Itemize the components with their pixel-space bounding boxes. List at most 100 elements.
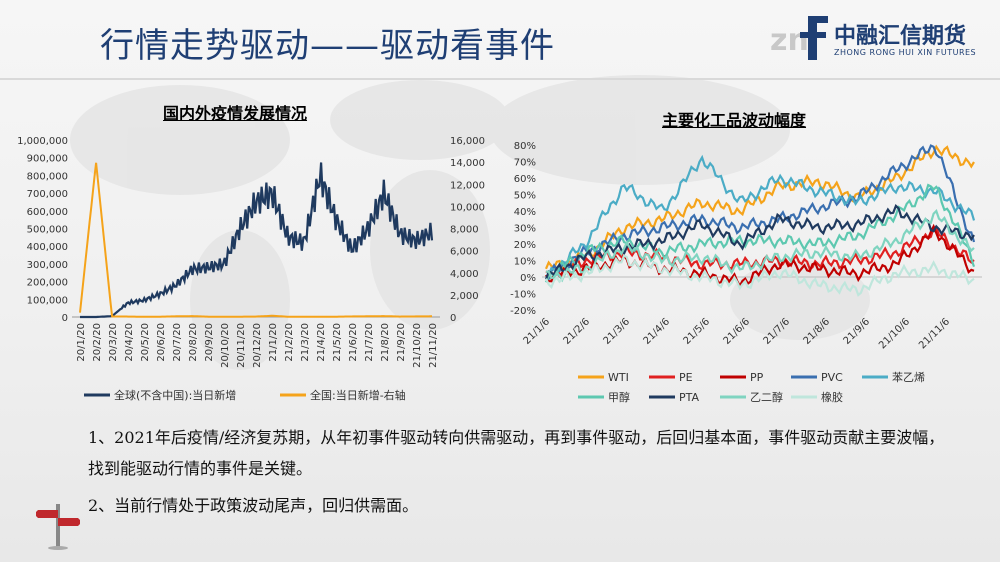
chart1-x-tick: 20/11/20: [236, 323, 247, 368]
chart1-y-left-tick: 200,000: [27, 278, 68, 289]
chart1-y-right-tick: 16,000: [450, 136, 485, 147]
chart2-x-tick: 21/7/6: [762, 316, 793, 347]
chart2-y-tick: -10%: [510, 290, 536, 301]
paragraph-2: 2、当前行情处于政策波动尾声，回归供需面。: [88, 496, 419, 515]
chart2-series-line-7: [545, 208, 975, 283]
company-logo: zn 中融汇信期货 ZHONG RONG HUI XIN FUTURES: [770, 10, 990, 70]
chart2-x-tick: 21/4/6: [642, 316, 673, 347]
chart1-x-tick: 21/8/20: [380, 323, 391, 362]
chart1-title: 国内外疫情发展情况: [163, 104, 308, 123]
chart1-y-right-tick: 10,000: [450, 202, 485, 213]
header: 行情走势驱动——驱动看事件 zn 中融汇信期货 ZHONG RONG HUI X…: [0, 0, 1000, 80]
chart2-y-tick: 50%: [514, 191, 536, 202]
chart1-x-tick: 21/1/20: [268, 323, 279, 362]
paragraph-1: 1、2021年后疫情/经济复苏期，从年初事件驱动转向供需驱动，再到事件驱动，后回…: [88, 428, 945, 478]
chart1-y-right-tick: 12,000: [450, 180, 485, 191]
chart2-legend-label: 甲醇: [608, 390, 630, 404]
chart1-y-left-tick: 400,000: [27, 242, 68, 253]
chart2-x-tick: 21/6/6: [722, 316, 753, 347]
chart2-x-tick: 21/10/6: [877, 316, 912, 351]
chart1-x-tick: 21/5/20: [332, 323, 343, 362]
chart2-x-tick: 21/2/6: [562, 316, 593, 347]
chart2-x-tick: 21/8/6: [802, 316, 833, 347]
chart1-y-left-tick: 0: [62, 313, 68, 324]
chart2-legend-label: 橡胶: [821, 390, 843, 404]
chart1-x-tick: 20/1/20: [76, 323, 87, 362]
chart1-x-tick: 21/2/20: [284, 323, 295, 362]
chart2-x-tick: 21/11/6: [917, 316, 952, 351]
chart1-x-tick: 20/5/20: [140, 323, 151, 362]
chart1-x-tick: 21/11/20: [428, 323, 439, 368]
chart1-x-tick: 20/12/20: [252, 323, 263, 368]
chart2-y-tick: 70%: [514, 158, 536, 169]
chart2-legend-label: PE: [679, 371, 693, 384]
chart1-y-right-tick: 8,000: [450, 225, 479, 236]
logo-mark-icon: zn: [770, 16, 828, 60]
chart2-legend-label: 乙二醇: [750, 390, 783, 404]
chart1-series-line-1: [79, 162, 432, 318]
signpost-icon: [36, 504, 80, 550]
chart1-y-right-tick: 4,000: [450, 269, 479, 280]
chart1-y-right-tick: 14,000: [450, 158, 485, 169]
chart2-y-tick: -20%: [510, 306, 536, 317]
chart2-legend-label: WTI: [608, 371, 629, 384]
chart2-legend-label: 苯乙烯: [892, 370, 925, 384]
chart1-x-tick: 20/3/20: [108, 323, 119, 362]
chart1-x-tick: 21/10/20: [412, 323, 423, 368]
chart2-y-tick: 60%: [514, 174, 536, 185]
chart1-x-tick: 21/6/20: [348, 323, 359, 362]
chart1-x-tick: 21/3/20: [300, 323, 311, 362]
chart2-series-line-8: [545, 253, 975, 297]
svg-text:zn: zn: [770, 23, 809, 58]
chart1-x-tick: 20/9/20: [204, 323, 215, 362]
chart1-y-right-tick: 0: [450, 313, 456, 324]
chart1-x-tick: 20/4/20: [124, 323, 135, 362]
chart1-y-left-tick: 500,000: [27, 225, 68, 236]
chart2-y-tick: 40%: [514, 207, 536, 218]
chart1-series-line-0: [80, 162, 434, 319]
page-title: 行情走势驱动——驱动看事件: [100, 26, 555, 66]
chart2-y-tick: 0%: [520, 273, 536, 284]
chart2-x-tick: 21/5/6: [682, 316, 713, 347]
chart2-legend-label: PTA: [679, 391, 699, 404]
chart1-y-left-tick: 900,000: [27, 154, 68, 165]
chart1-y-left-tick: 600,000: [27, 207, 68, 218]
logo-cn-text: 中融汇信期货: [834, 24, 967, 49]
chart1-y-left-tick: 300,000: [27, 260, 68, 271]
chart1-y-left-tick: 1,000,000: [17, 136, 68, 147]
chart1-x-tick: 20/7/20: [172, 323, 183, 362]
header-divider: [0, 78, 1000, 80]
chart2-x-tick: 21/1/6: [522, 316, 553, 347]
chart2-y-tick: 10%: [514, 257, 536, 268]
chart1-x-tick: 21/9/20: [396, 323, 407, 362]
chart2-title: 主要化工品波动幅度: [662, 111, 807, 130]
chart2-chemicals: -20% -10% 0% 10% 20% 30% 40% 50% 60% 70% 80% 21/1/6…: [510, 141, 982, 404]
chart2-series-line-0: [544, 144, 975, 270]
chart1-legend-label: 全国:当日新增-右轴: [310, 388, 406, 402]
chart1-y-right-tick: 6,000: [450, 247, 479, 258]
chart1-x-tick: 20/10/20: [220, 323, 231, 368]
chart1-x-tick: 20/8/20: [188, 323, 199, 362]
chart1-covid: 0 100,000 200,000 300,000 400,000 500,000 600,…: [17, 136, 485, 402]
chart2-y-tick: 80%: [514, 141, 536, 152]
chart2-x-tick: 21/3/6: [602, 316, 633, 347]
chart2-series-line-6: [544, 203, 975, 280]
chart1-y-right-tick: 2,000: [450, 291, 479, 302]
chart1-x-tick: 20/2/20: [92, 323, 103, 362]
logo-en-text: ZHONG RONG HUI XIN FUTURES: [834, 48, 977, 57]
chart1-x-tick: 20/6/20: [156, 323, 167, 362]
chart2-y-tick: 20%: [514, 240, 536, 251]
chart1-legend-label: 全球(不含中国):当日新增: [114, 388, 236, 402]
chart2-series-line-4: [545, 154, 976, 279]
chart1-x-tick: 21/7/20: [364, 323, 375, 362]
chart1-y-left-tick: 100,000: [27, 295, 68, 306]
chart1-y-left-tick: 700,000: [27, 189, 68, 200]
chart2-series-line-5: [544, 183, 976, 283]
chart2-y-tick: 30%: [514, 224, 536, 235]
chart2-legend-label: PVC: [821, 371, 843, 384]
chart2-legend-label: PP: [750, 371, 764, 384]
chart2-x-tick: 21/9/6: [842, 316, 873, 347]
chart1-x-tick: 21/4/20: [316, 323, 327, 362]
chart1-y-left-tick: 800,000: [27, 171, 68, 182]
